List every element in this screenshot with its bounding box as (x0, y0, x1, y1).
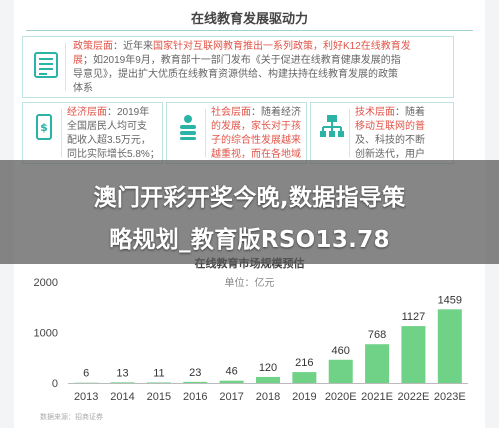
policy-driver-card: 政策层面：近年来国家针对互联网教育推出一系列政策，利好K12在线教育发 展；如2… (22, 36, 454, 98)
bar (437, 309, 462, 383)
bar (219, 380, 244, 383)
social-driver-card: 社会层面：随着经济 的发展，家长对于孩 子的综合性发展越来 越重视，而在各地域 (166, 102, 307, 164)
bar (183, 381, 208, 383)
tech-driver-card: 技术层面：随着 移动互联网的普 及、科技的不断 创新迭代，用户 (310, 102, 454, 164)
svg-text:$: $ (40, 121, 48, 134)
bar-value-label: 6 (83, 368, 89, 380)
economy-driver-text: 经济层面：2019年 全国居民人均可支 配收入超3.5万元， 同比实际增长5.8… (67, 107, 160, 160)
policy-driver-head: 政策层面 (73, 41, 113, 52)
page-title: 在线教育发展驱动力 (190, 11, 308, 26)
bar-value-label: 1127 (402, 311, 426, 323)
x-tick-label: 2015 (147, 391, 171, 403)
bar (74, 382, 99, 384)
economy-driver-card: $ 经济层面：2019年 全国居民人均可支 配收入超3.5万元， 同比实际增长5… (22, 102, 163, 164)
x-tick-label: 2016 (183, 391, 207, 403)
social-driver-head: 社会层面 (211, 107, 251, 118)
x-tick-label: 2022E (398, 391, 430, 403)
bar-value-label: 11 (153, 367, 164, 379)
unit-label: 单位：亿元 (224, 278, 275, 289)
banner-overlay (0, 160, 499, 264)
bar-value-label: 23 (189, 367, 201, 379)
money-phone-icon: $ (36, 114, 52, 140)
bar (365, 344, 390, 383)
bar-value-label: 768 (368, 329, 386, 341)
bar-value-label: 13 (116, 367, 128, 379)
document-list-icon (34, 52, 58, 78)
bar-value-label: 1459 (438, 294, 462, 306)
network-icon (320, 115, 344, 137)
y-tick-label: 0 (52, 378, 58, 390)
x-tick-label: 2023E (434, 391, 466, 403)
social-driver-text: 社会层面：随着经济 的发展，家长对于孩 子的综合性发展越来 越重视，而在各地域 (211, 107, 301, 160)
card-divider (205, 109, 206, 157)
y-axis-ticks: 0 1000 2000 (34, 277, 58, 390)
bar-series: 6 13 11 23 46 120 216 460 768 1127 1459 (74, 294, 462, 384)
y-tick-label: 2000 (34, 277, 58, 289)
x-tick-label: 2017 (219, 391, 243, 403)
x-tick-label: 2014 (110, 391, 134, 403)
bar (256, 376, 280, 383)
bar-value-label: 46 (226, 366, 238, 378)
people-stack-icon (180, 115, 196, 140)
tech-driver-text: 技术层面：随着 移动互联网的普 及、科技的不断 创新迭代，用户 (355, 107, 425, 160)
banner-headline-line-2: 略规划_教育版RSO13.78 (109, 227, 390, 253)
bar (401, 326, 426, 383)
bar (110, 382, 135, 383)
y-tick-label: 1000 (34, 328, 58, 340)
policy-driver-text: 政策层面：近年来国家针对互联网教育推出一系列政策，利好K12在线教育发 展；如2… (73, 41, 411, 94)
x-tick-label: 2021E (361, 391, 393, 403)
card-divider (65, 43, 66, 91)
source-note: 数据来源：招商证券 (40, 414, 103, 421)
bar (292, 372, 317, 383)
x-tick-label: 2013 (74, 391, 98, 403)
tech-driver-head: 技术层面 (355, 107, 395, 118)
x-tick-label: 2018 (256, 391, 280, 403)
card-divider (61, 109, 62, 157)
bar (328, 359, 353, 383)
title-divider (26, 30, 473, 31)
card-divider (349, 109, 350, 157)
x-tick-label: 2019 (292, 391, 316, 403)
bar-value-label: 120 (259, 362, 277, 374)
economy-driver-head: 经济层面 (67, 107, 107, 118)
bar-value-label: 216 (295, 357, 313, 369)
banner-headline-line-1: 澳门开彩开奖今晚,数据指导策 (93, 185, 406, 211)
bar (146, 382, 171, 384)
x-tick-label: 2020E (325, 391, 357, 403)
bar-value-label: 460 (332, 345, 350, 357)
x-axis-ticks: 2013 2014 2015 2016 2017 2018 2019 2020E 2021E 20… (74, 391, 466, 403)
